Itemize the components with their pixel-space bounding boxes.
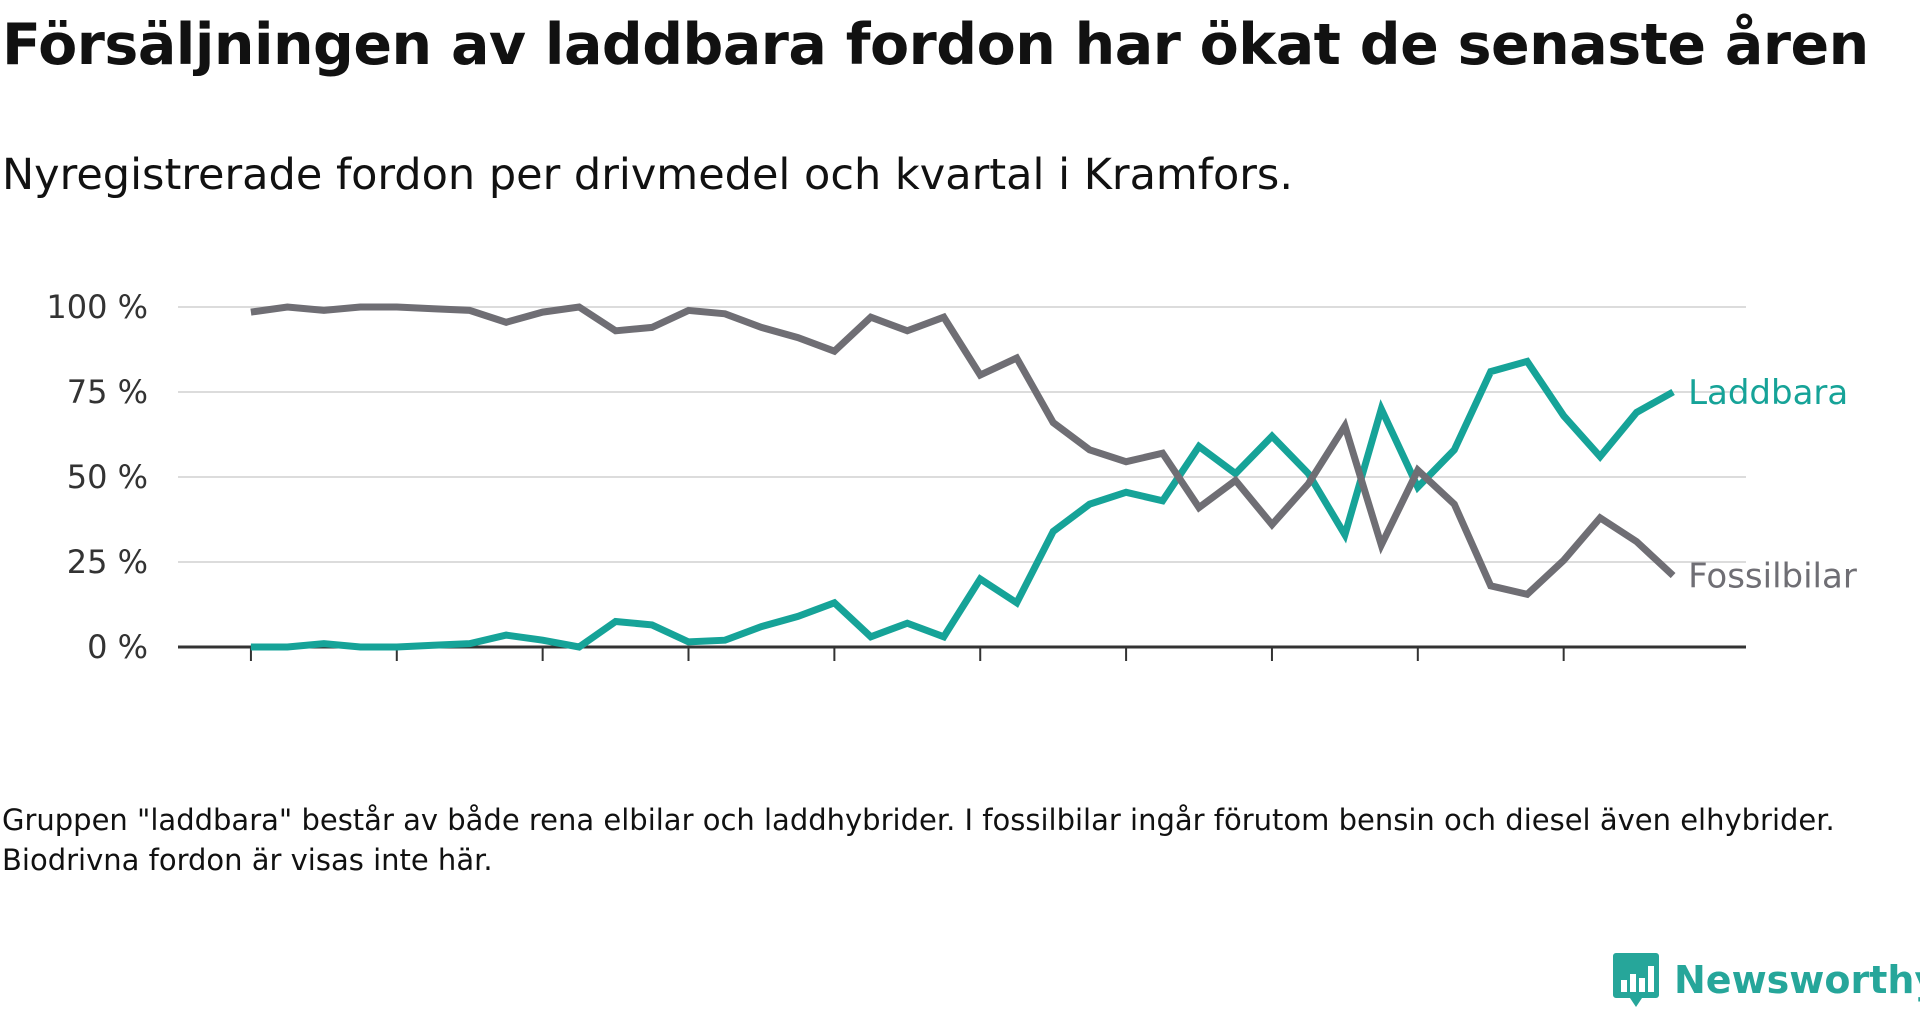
x-tick-label: 2021	[1085, 675, 1166, 680]
y-tick-label: 25 %	[67, 543, 148, 581]
series-label-fossilbilar: Fossilbilar	[1688, 557, 1857, 597]
series-label-laddbara: Laddbara	[1688, 373, 1848, 413]
y-tick-label: 100 %	[46, 288, 148, 326]
x-tick-label: 2018	[648, 675, 729, 680]
newsworthy-logo[interactable]: Newsworthy	[1612, 950, 1920, 1010]
label-layer: Laddbara Fossilbilar	[1688, 373, 1857, 597]
chart-title: Försäljningen av laddbara fordon har öka…	[2, 12, 1869, 78]
x-tick-label: 2016	[356, 675, 437, 680]
x-tick-label: 2015	[210, 675, 291, 680]
series-line-fossilbilar	[250, 303, 1676, 599]
newsworthy-chart-icon	[1613, 953, 1659, 1007]
y-tick-label: 75 %	[67, 373, 148, 411]
y-tick-label: 0 %	[87, 628, 148, 666]
x-tick-label: 2017	[502, 675, 583, 680]
x-tick-label: 2023	[1377, 675, 1458, 680]
x-tick-label: 2022	[1231, 675, 1312, 680]
chart-subtitle: Nyregistrerade fordon per drivmedel och …	[2, 150, 1294, 200]
line-chart: 0 % 25 % 50 % 75 % 100 % 2015 2016 2017 2018 2019…	[46, 288, 1857, 680]
x-tick-label: 2019	[794, 675, 875, 680]
axis-layer: 0 % 25 % 50 % 75 % 100 % 2015 2016 2017 2018 2019…	[46, 288, 1746, 680]
footnote: Gruppen "laddbara" består av både rena e…	[2, 803, 1835, 877]
x-tick-label: 2020	[940, 675, 1021, 680]
y-tick-label: 50 %	[67, 458, 148, 496]
x-tick-label: 2024	[1523, 675, 1604, 680]
series-layer	[250, 303, 1676, 651]
series-line-laddbara	[250, 357, 1675, 651]
newsworthy-logo-text: Newsworthy	[1674, 958, 1920, 1002]
